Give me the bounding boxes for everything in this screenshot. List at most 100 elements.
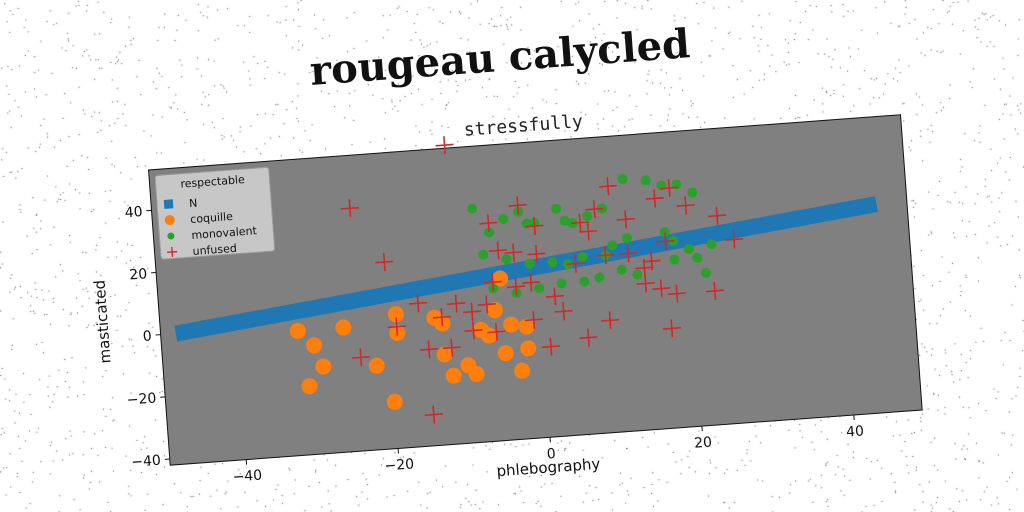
- point-unfused: [464, 321, 483, 340]
- point-unfused: [524, 310, 543, 329]
- x-tick-label: 0: [546, 446, 556, 463]
- point-monovalent: [551, 203, 562, 214]
- x-tick-label: 20: [694, 434, 713, 451]
- legend-label: coquille: [190, 210, 234, 226]
- point-unfused: [375, 252, 394, 272]
- point-unfused: [566, 254, 585, 273]
- point-monovalent: [484, 227, 495, 238]
- point-monovalent: [501, 254, 512, 265]
- point-unfused: [596, 246, 615, 265]
- y-tick-label: 0: [142, 328, 152, 345]
- point-coquille: [514, 362, 531, 379]
- point-monovalent: [700, 267, 711, 278]
- point-unfused: [507, 277, 526, 296]
- point-monovalent: [579, 276, 590, 287]
- point-coquille: [315, 358, 332, 375]
- x-tick-label: 40: [846, 423, 865, 440]
- point-unfused: [419, 340, 439, 359]
- point-coquille: [301, 378, 318, 395]
- point-monovalent: [671, 179, 682, 190]
- legend-swatch: [167, 232, 175, 240]
- point-monovalent: [594, 272, 605, 283]
- x-tick-label: −40: [232, 468, 263, 486]
- point-unfused: [521, 273, 541, 292]
- point-coquille: [503, 316, 520, 333]
- point-unfused: [585, 200, 604, 219]
- y-tick-label: 40: [124, 204, 143, 221]
- series-line-N: [174, 196, 878, 342]
- point-unfused: [351, 348, 370, 367]
- legend-item-coquille: coquille: [164, 210, 234, 226]
- point-unfused: [619, 244, 638, 263]
- point-coquille: [368, 357, 385, 374]
- point-unfused: [635, 258, 654, 277]
- point-coquille: [335, 319, 352, 336]
- point-monovalent: [659, 227, 670, 238]
- point-unfused: [724, 230, 744, 249]
- legend-swatch: [164, 215, 175, 226]
- point-coquille: [520, 340, 537, 357]
- legend-item-unfused: unfused: [167, 242, 237, 258]
- point-unfused: [616, 210, 635, 229]
- point-unfused: [598, 177, 617, 196]
- point-coquille: [486, 302, 503, 319]
- point-monovalent: [534, 283, 545, 294]
- point-unfused: [527, 244, 546, 264]
- y-tick-label: −20: [126, 391, 157, 409]
- point-unfused: [387, 317, 406, 336]
- point-unfused: [656, 232, 675, 251]
- point-monovalent: [706, 239, 717, 250]
- point-coquille: [518, 318, 535, 335]
- x-axis-label: phlebography: [496, 455, 601, 481]
- point-unfused: [340, 199, 359, 218]
- chart-subtitle: stressfully: [463, 111, 584, 141]
- point-monovalent: [617, 173, 628, 184]
- point-unfused: [442, 338, 461, 357]
- point-unfused: [579, 328, 598, 347]
- point-monovalent: [622, 232, 633, 243]
- legend-label: N: [189, 197, 198, 211]
- point-unfused: [504, 243, 523, 262]
- point-unfused: [554, 302, 573, 321]
- point-unfused: [435, 136, 454, 155]
- point-unfused: [667, 284, 686, 303]
- point-monovalent: [582, 210, 593, 221]
- point-monovalent: [640, 175, 651, 186]
- x-tick-label: −20: [384, 456, 415, 474]
- point-coquille: [387, 306, 404, 323]
- point-unfused: [652, 279, 671, 298]
- point-monovalent: [632, 269, 643, 280]
- point-unfused: [636, 274, 655, 293]
- y-tick-label: −40: [131, 453, 162, 471]
- point-unfused: [424, 405, 443, 424]
- point-unfused: [447, 294, 466, 313]
- axes-layer: −40 −20 0 20 40 −40 −20 0 20 40: [124, 204, 865, 486]
- legend-box: [154, 166, 276, 260]
- point-monovalent: [547, 257, 558, 268]
- point-unfused: [579, 222, 598, 241]
- y-axis-label: masticated: [90, 279, 114, 364]
- point-monovalent: [467, 203, 478, 214]
- point-unfused: [545, 287, 564, 306]
- y-tick-label: 20: [129, 266, 148, 283]
- point-coquille: [445, 367, 462, 384]
- point-unfused: [487, 322, 506, 341]
- point-monovalent: [559, 215, 570, 226]
- point-unfused: [408, 294, 428, 313]
- point-monovalent: [498, 213, 509, 224]
- point-coquille: [497, 345, 514, 362]
- point-unfused: [541, 337, 561, 356]
- point-monovalent: [478, 249, 489, 260]
- point-unfused: [707, 206, 727, 225]
- legend-item-monovalent: monovalent: [167, 224, 258, 242]
- point-unfused: [662, 319, 681, 338]
- point-monovalent: [687, 187, 698, 198]
- legend-title: respectable: [180, 173, 245, 191]
- point-monovalent: [607, 240, 618, 251]
- point-monovalent: [669, 254, 680, 265]
- point-coquille: [306, 337, 323, 354]
- point-unfused: [705, 281, 724, 300]
- legend-label: unfused: [192, 242, 237, 258]
- point-unfused: [489, 241, 508, 260]
- point-unfused: [676, 196, 695, 215]
